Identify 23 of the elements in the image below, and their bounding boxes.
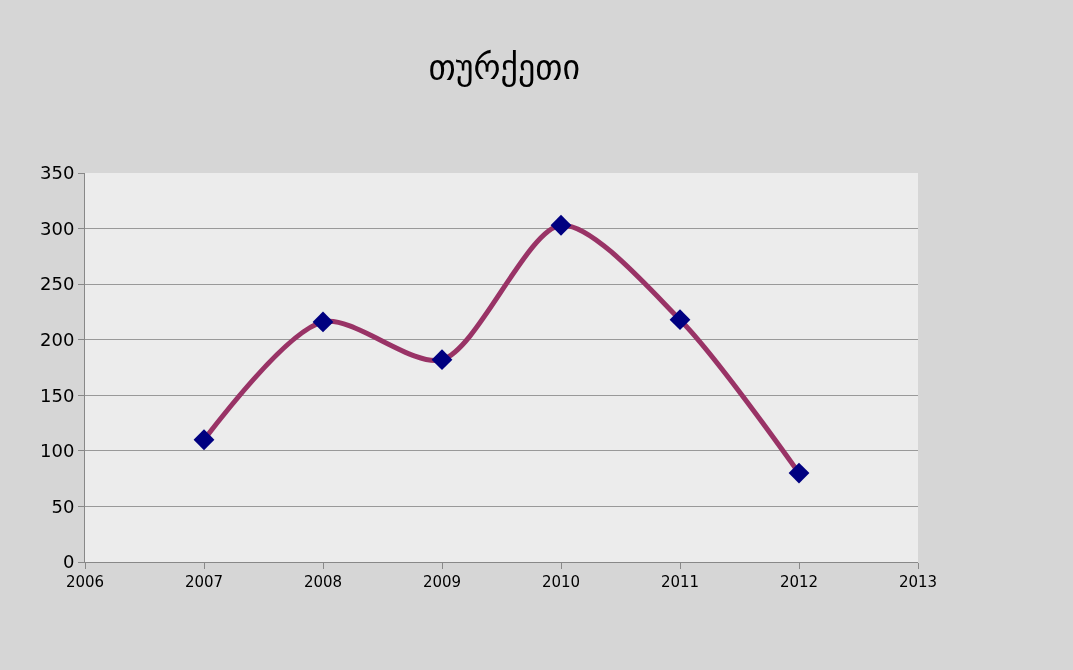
point	[431, 349, 453, 371]
y-tick-label: 200	[40, 329, 75, 351]
x-tick-label: 2012	[779, 573, 819, 591]
x-tick-label: 2013	[898, 573, 938, 591]
y-tick-label: 0	[62, 551, 75, 573]
y-tick-label: 150	[40, 384, 75, 406]
point	[193, 429, 215, 451]
chart-title: თურქეთი	[428, 46, 581, 87]
y-tick-label: 350	[40, 162, 75, 184]
y-tick-label: 50	[51, 495, 75, 517]
x-tick-label: 2011	[660, 573, 700, 591]
x-tick-label: 2006	[65, 573, 105, 591]
point	[788, 462, 810, 484]
y-tick-label: 250	[40, 273, 75, 295]
y-tick-label: 100	[40, 440, 75, 462]
y-tick-label: 300	[40, 217, 75, 239]
x-tick-label: 2007	[184, 573, 224, 591]
point	[669, 309, 691, 331]
x-tick-label: 2010	[541, 573, 581, 591]
point	[550, 214, 572, 236]
x-tick-label: 2009	[422, 573, 462, 591]
point	[312, 311, 334, 333]
x-tick-label: 2008	[303, 573, 343, 591]
